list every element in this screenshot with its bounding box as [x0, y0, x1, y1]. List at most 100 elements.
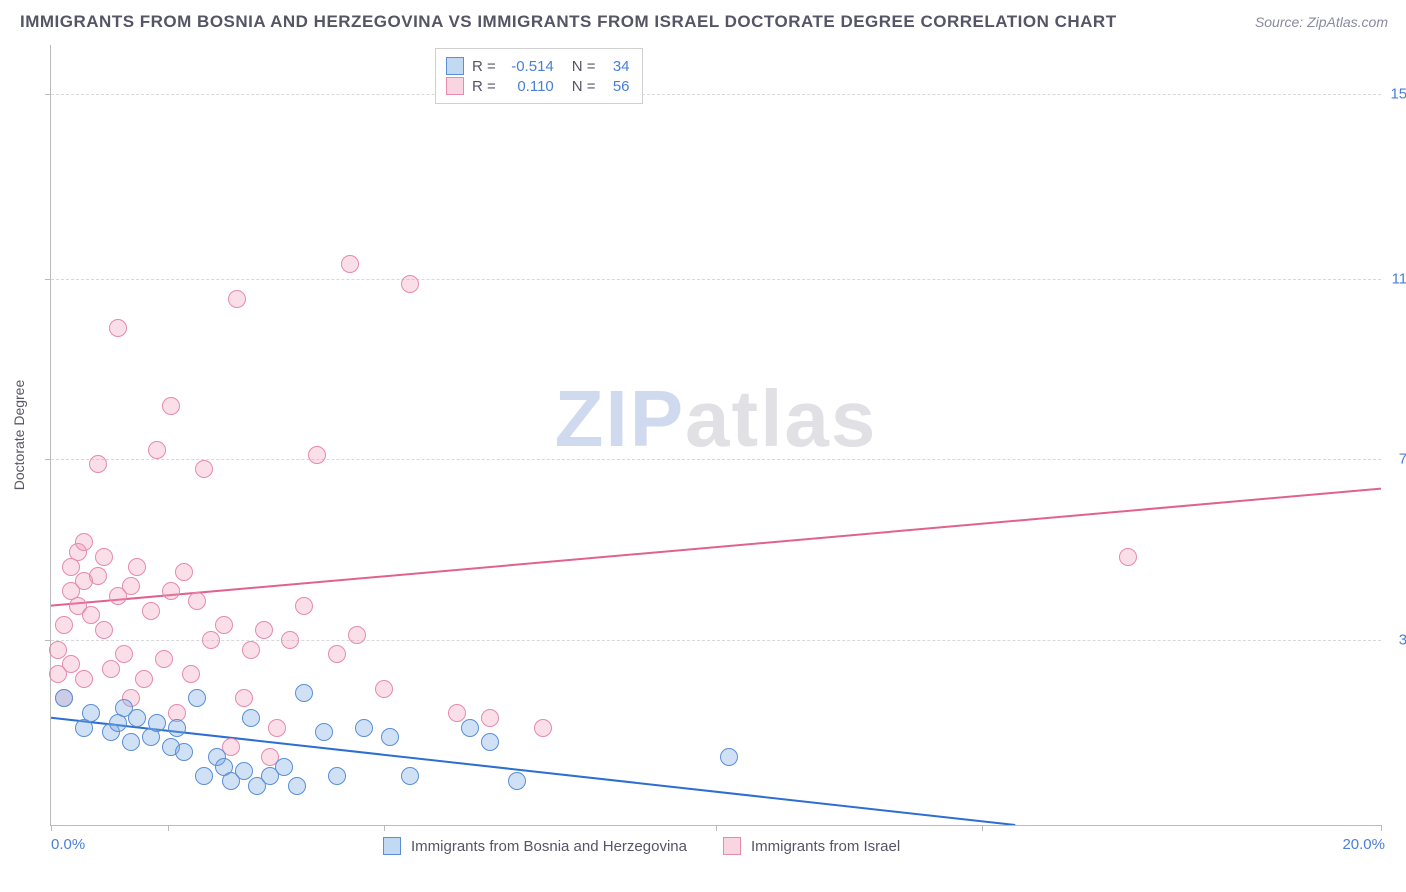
- scatter-point-pink: [175, 563, 193, 581]
- scatter-point-blue: [720, 748, 738, 766]
- scatter-point-blue: [168, 719, 186, 737]
- scatter-point-blue: [508, 772, 526, 790]
- scatter-point-pink: [295, 597, 313, 615]
- scatter-point-blue: [188, 689, 206, 707]
- scatter-point-pink: [102, 660, 120, 678]
- gridline: [51, 94, 1381, 95]
- scatter-point-pink: [89, 455, 107, 473]
- scatter-point-pink: [115, 645, 133, 663]
- gridline: [51, 279, 1381, 280]
- scatter-point-pink: [215, 616, 233, 634]
- scatter-point-blue: [315, 723, 333, 741]
- y-axis-title: Doctorate Degree: [11, 380, 27, 491]
- trend-line-pink: [51, 489, 1381, 606]
- legend-swatch-blue: [383, 837, 401, 855]
- scatter-point-pink: [162, 397, 180, 415]
- scatter-point-pink: [281, 631, 299, 649]
- scatter-point-pink: [341, 255, 359, 273]
- scatter-point-pink: [75, 533, 93, 551]
- legend-row-pink: R = 0.110 N = 56: [446, 77, 630, 95]
- legend-label-pink: Immigrants from Israel: [751, 838, 900, 855]
- scatter-point-pink: [375, 680, 393, 698]
- scatter-point-pink: [202, 631, 220, 649]
- scatter-point-pink: [62, 655, 80, 673]
- scatter-point-pink: [82, 606, 100, 624]
- y-tick-label: 7.5%: [1385, 451, 1406, 468]
- y-tick: [45, 279, 51, 280]
- scatter-point-pink: [188, 592, 206, 610]
- n-label: N =: [572, 58, 596, 75]
- scatter-point-pink: [95, 621, 113, 639]
- r-label: R =: [472, 58, 496, 75]
- scatter-point-pink: [534, 719, 552, 737]
- scatter-point-pink: [255, 621, 273, 639]
- scatter-point-blue: [235, 762, 253, 780]
- legend-label-blue: Immigrants from Bosnia and Herzegovina: [411, 838, 687, 855]
- scatter-point-pink: [268, 719, 286, 737]
- x-tick: [716, 825, 717, 831]
- scatter-point-pink: [348, 626, 366, 644]
- source-attribution: Source: ZipAtlas.com: [1255, 14, 1388, 30]
- legend-swatch-pink: [446, 77, 464, 95]
- scatter-point-blue: [481, 733, 499, 751]
- y-tick-label: 15.0%: [1385, 85, 1406, 102]
- x-tick: [982, 825, 983, 831]
- scatter-point-pink: [89, 567, 107, 585]
- r-value-pink: 0.110: [504, 78, 554, 95]
- y-tick: [45, 640, 51, 641]
- y-tick-label: 3.8%: [1385, 631, 1406, 648]
- scatter-point-pink: [401, 275, 419, 293]
- scatter-point-pink: [195, 460, 213, 478]
- scatter-point-blue: [242, 709, 260, 727]
- scatter-point-pink: [135, 670, 153, 688]
- scatter-point-blue: [355, 719, 373, 737]
- watermark-part2: atlas: [685, 374, 877, 463]
- scatter-point-blue: [461, 719, 479, 737]
- series-legend: Immigrants from Bosnia and Herzegovina I…: [383, 837, 900, 855]
- x-axis-min-label: 0.0%: [51, 836, 85, 853]
- r-label: R =: [472, 78, 496, 95]
- scatter-point-blue: [295, 684, 313, 702]
- scatter-point-pink: [49, 641, 67, 659]
- correlation-legend: R = -0.514 N = 34 R = 0.110 N = 56: [435, 48, 643, 104]
- scatter-point-pink: [155, 650, 173, 668]
- scatter-point-pink: [148, 441, 166, 459]
- scatter-point-pink: [162, 582, 180, 600]
- scatter-point-pink: [242, 641, 260, 659]
- y-tick: [45, 459, 51, 460]
- scatter-point-pink: [308, 446, 326, 464]
- x-tick: [1381, 825, 1382, 831]
- scatter-point-pink: [448, 704, 466, 722]
- r-value-blue: -0.514: [504, 58, 554, 75]
- watermark-part1: ZIP: [555, 374, 685, 463]
- scatter-point-pink: [128, 558, 146, 576]
- scatter-point-pink: [235, 689, 253, 707]
- chart-title: IMMIGRANTS FROM BOSNIA AND HERZEGOVINA V…: [20, 12, 1117, 32]
- x-axis-max-label: 20.0%: [1342, 836, 1385, 853]
- scatter-point-pink: [55, 616, 73, 634]
- scatter-point-pink: [109, 319, 127, 337]
- scatter-point-pink: [228, 290, 246, 308]
- x-tick: [51, 825, 52, 831]
- y-tick-label: 11.2%: [1385, 271, 1406, 288]
- n-value-pink: 56: [604, 78, 630, 95]
- scatter-point-blue: [288, 777, 306, 795]
- y-tick: [45, 94, 51, 95]
- legend-row-blue: R = -0.514 N = 34: [446, 57, 630, 75]
- n-label: N =: [572, 78, 596, 95]
- scatter-point-pink: [481, 709, 499, 727]
- legend-swatch-blue: [446, 57, 464, 75]
- scatter-point-pink: [328, 645, 346, 663]
- scatter-point-pink: [142, 602, 160, 620]
- n-value-blue: 34: [604, 58, 630, 75]
- scatter-point-blue: [401, 767, 419, 785]
- scatter-point-pink: [1119, 548, 1137, 566]
- scatter-point-blue: [275, 758, 293, 776]
- gridline: [51, 459, 1381, 460]
- scatter-point-pink: [182, 665, 200, 683]
- x-tick: [168, 825, 169, 831]
- scatter-point-blue: [82, 704, 100, 722]
- scatter-point-blue: [148, 714, 166, 732]
- scatter-point-blue: [328, 767, 346, 785]
- scatter-point-blue: [195, 767, 213, 785]
